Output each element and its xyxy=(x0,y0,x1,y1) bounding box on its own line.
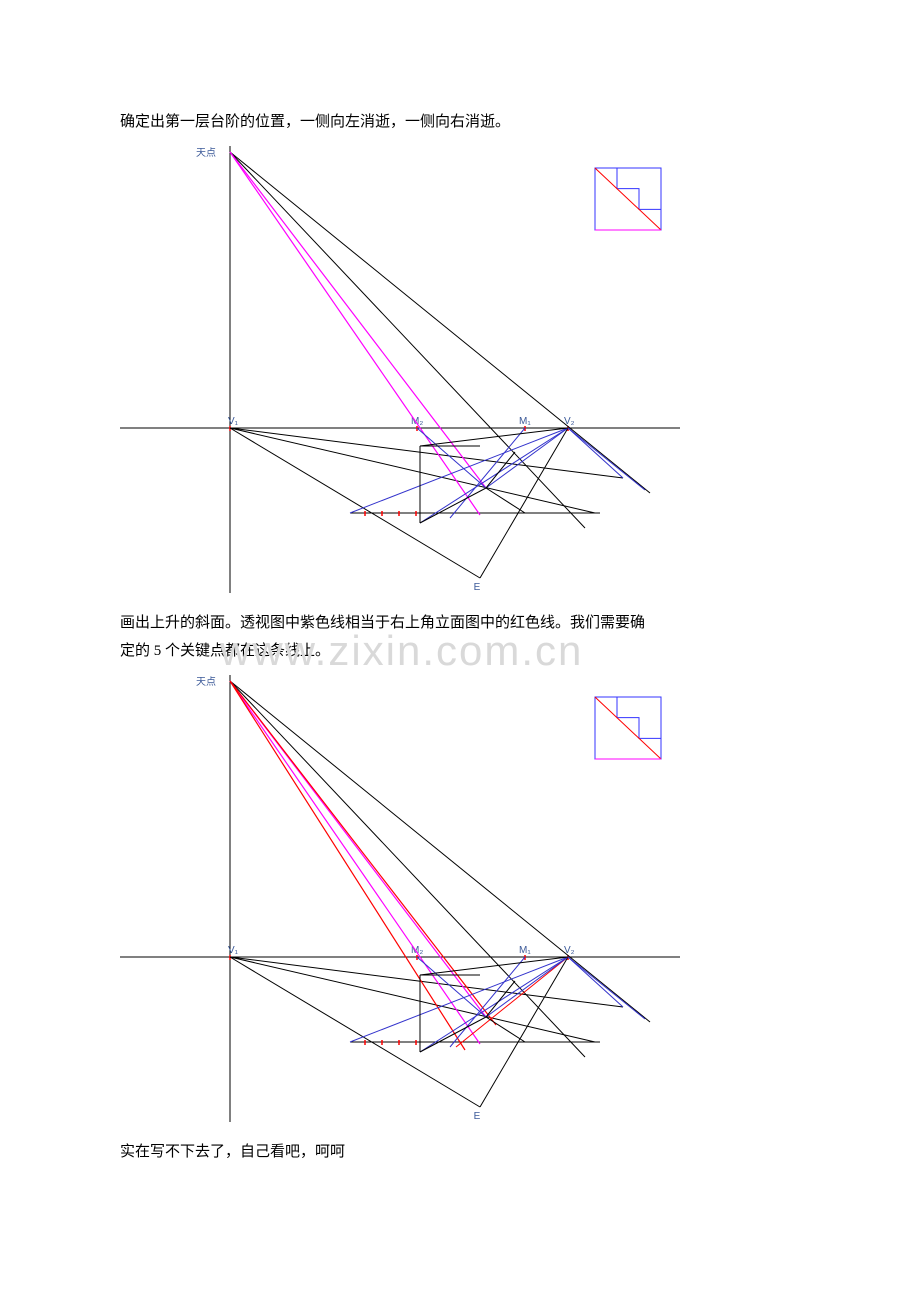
svg-text:天点: 天点 xyxy=(196,147,216,159)
svg-text:M₁: M₁ xyxy=(519,945,531,956)
svg-text:V₂: V₂ xyxy=(564,945,575,956)
figure-1: 天点V₁V₂M₁M₂E xyxy=(120,138,800,603)
figure-2: 天点V₁V₂M₁M₂E xyxy=(120,667,800,1132)
svg-text:M₁: M₁ xyxy=(519,416,531,427)
svg-text:天点: 天点 xyxy=(196,676,216,688)
svg-text:E: E xyxy=(474,1111,481,1122)
paragraph-1: 确定出第一层台阶的位置，一侧向左消逝，一侧向右消逝。 xyxy=(120,110,800,134)
paragraph-2b: 定的 5 个关键点都在这条线上。 xyxy=(120,643,330,659)
svg-text:V₁: V₁ xyxy=(228,945,239,956)
perspective-figure-1: 天点V₁V₂M₁M₂E xyxy=(120,138,680,603)
paragraph-2a: 画出上升的斜面。透视图中紫色线相当于右上角立面图中的红色线。我们需要确 xyxy=(120,611,800,635)
perspective-figure-2: 天点V₁V₂M₁M₂E xyxy=(120,667,680,1132)
svg-text:E: E xyxy=(474,582,481,593)
svg-text:V₂: V₂ xyxy=(564,416,575,427)
svg-text:V₁: V₁ xyxy=(228,416,239,427)
paragraph-3: 实在写不下去了，自己看吧，呵呵 xyxy=(120,1140,800,1164)
